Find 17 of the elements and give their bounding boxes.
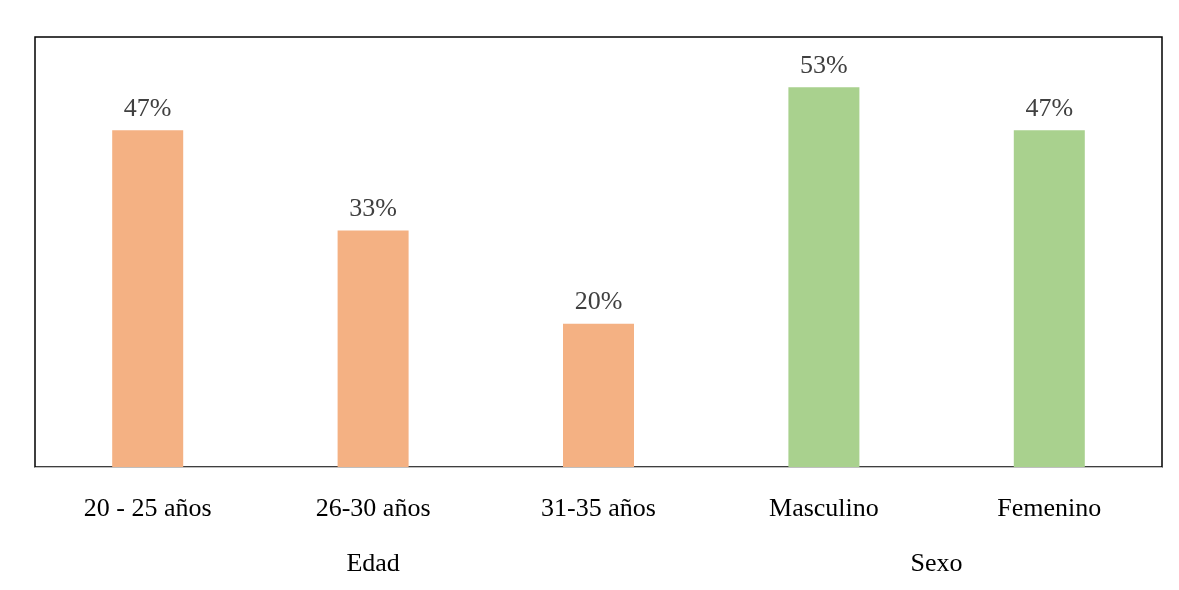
x-tick-label: 31-35 años: [541, 492, 656, 522]
text: Edad: [346, 547, 400, 577]
data-label: 33%: [349, 193, 397, 222]
bar: [563, 323, 634, 467]
data-label: 47%: [123, 92, 172, 122]
bar: [337, 230, 409, 467]
x-tick-label: Femenino: [997, 492, 1102, 522]
x-tick-label: Masculino: [769, 492, 879, 522]
data-label: 20%: [574, 286, 623, 316]
x-tick-label: 26-30 años: [315, 492, 431, 522]
data-label: 47%: [1025, 92, 1074, 122]
bar: [1013, 130, 1085, 467]
bar: [788, 87, 860, 467]
text: Sexo: [910, 547, 963, 577]
x-tick-label: 20 - 25 años: [83, 492, 212, 522]
data-label: 53%: [800, 49, 848, 79]
bar: [112, 130, 184, 467]
